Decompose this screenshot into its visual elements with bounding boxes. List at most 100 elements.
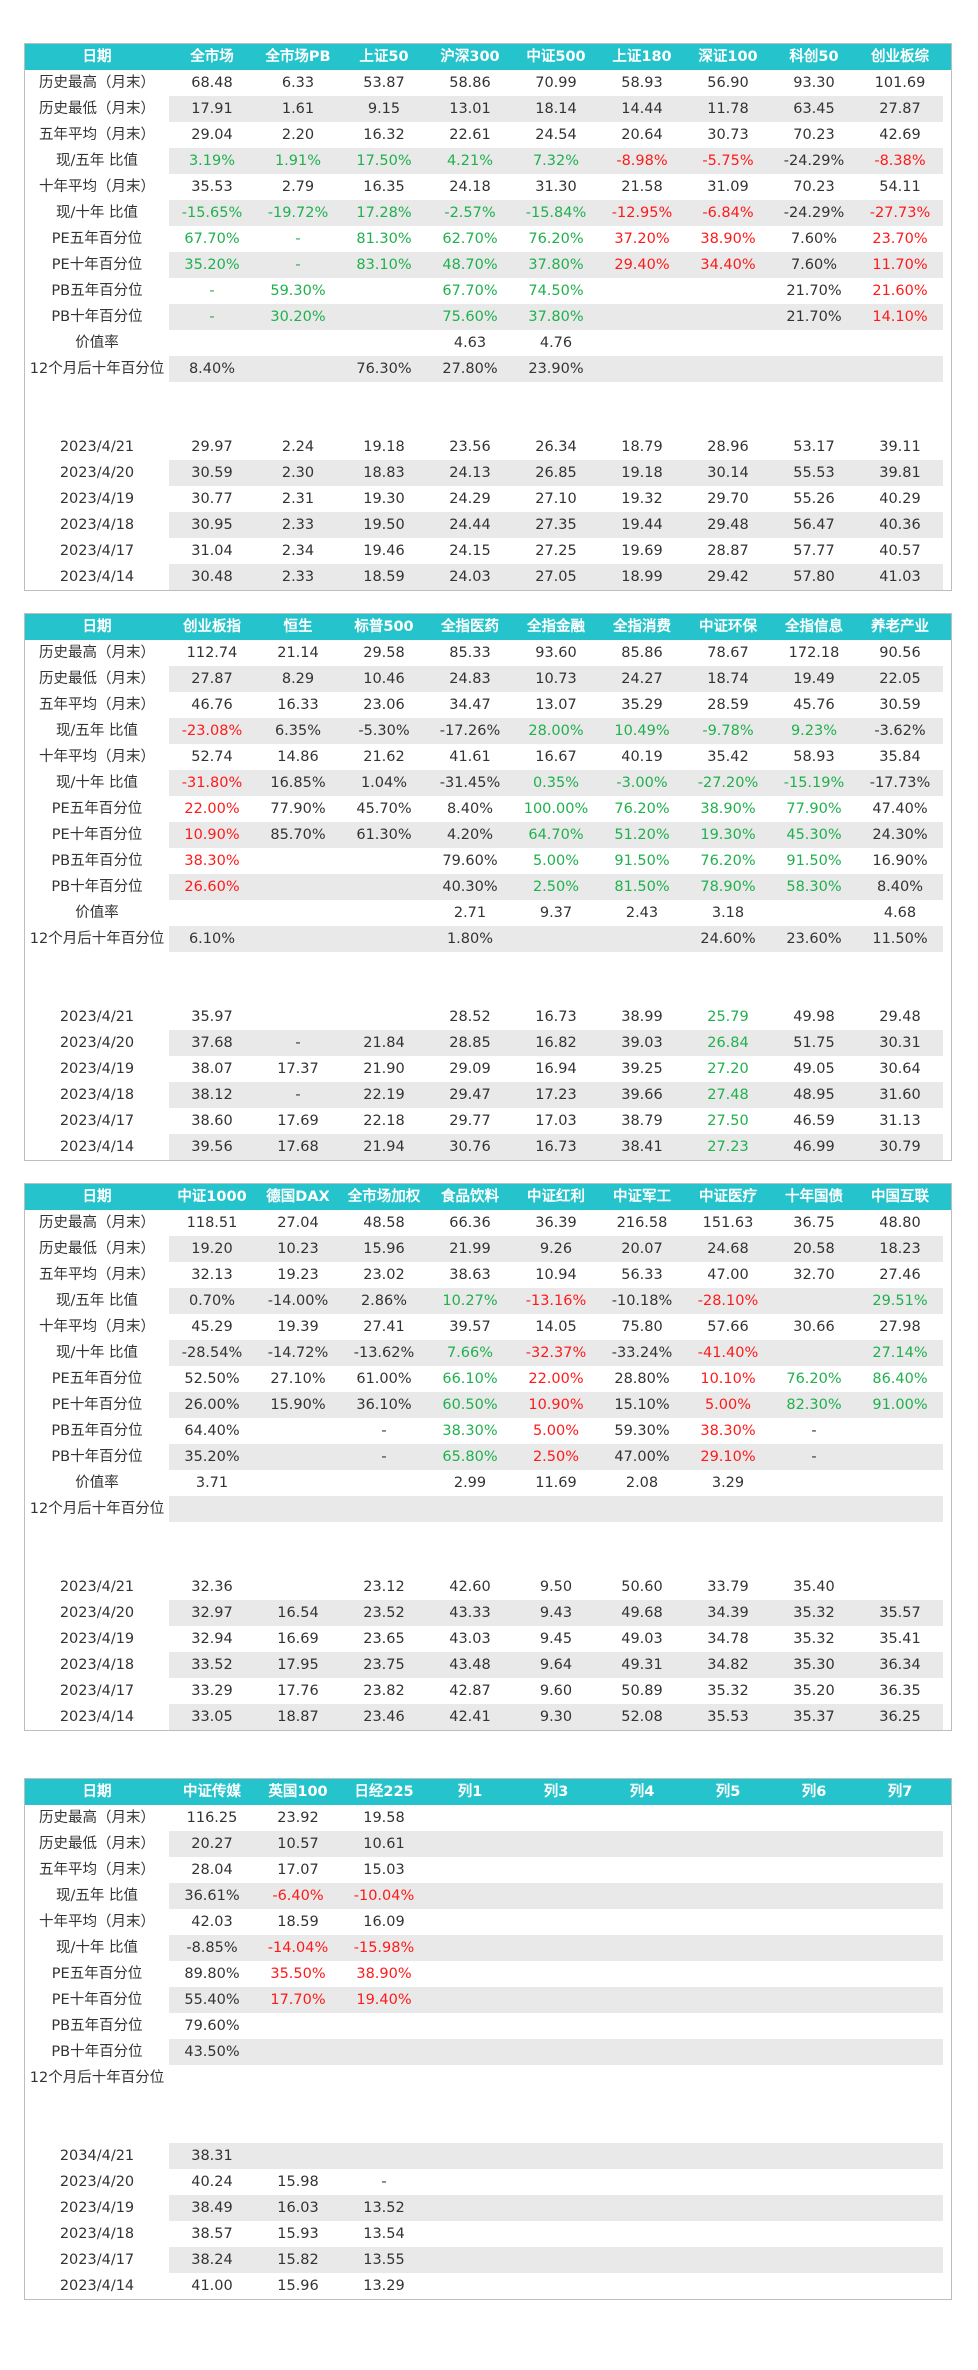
table-cell: 11.69 <box>535 1475 577 1491</box>
row-label: 2023/4/18 <box>59 2226 135 2242</box>
table-cell: 39.56 <box>169 1134 255 1160</box>
table-cell: 35.20 <box>793 1683 835 1699</box>
table-cell: 9.60 <box>539 1683 573 1699</box>
table-cell: 24.13 <box>427 460 513 486</box>
table-cell: 79.60% <box>184 2018 240 2034</box>
table-cell <box>685 1805 771 1831</box>
table-cell: 55.40% <box>169 1987 255 2013</box>
table-cell: 13.52 <box>341 2195 427 2221</box>
table-cell: 39.66 <box>599 1082 685 1108</box>
table-cell <box>513 1883 599 1909</box>
table-cell <box>771 2273 857 2299</box>
table-cell: 57.80 <box>771 564 857 590</box>
table-cell: 14.10% <box>857 304 943 330</box>
row-label: PB十年百分位 <box>51 1449 143 1465</box>
table-cell: 2.50% <box>513 1444 599 1470</box>
table-cell <box>685 2013 771 2039</box>
table-cell: 116.25 <box>186 1810 238 1826</box>
column-header: 英国100 <box>268 1784 328 1800</box>
table-row: 12个月后十年百分位 6.10% 1.80% 24.60% 23.60% 11.50% <box>25 926 951 952</box>
table-cell: -13.16% <box>513 1288 599 1314</box>
table-cell: 38.49 <box>169 2195 255 2221</box>
column-header: 日期 <box>82 49 112 65</box>
table-cell: 1.91% <box>255 148 341 174</box>
table-cell: 67.70% <box>184 231 240 247</box>
table-cell <box>427 1935 513 1961</box>
table-row: PB十年百分位 35.20% -65.80% 2.50% 47.00% 29.10% - <box>25 1444 951 1470</box>
row-label: 五年平均（月末） <box>39 1862 155 1878</box>
table-header-row: 日期 中证1000 德国DAX 全市场加权 食品饮料 中证红利 中证军工 中证医疗 十年国债 中国… <box>25 1184 951 1210</box>
row-label: 2023/4/19 <box>59 1631 135 1647</box>
column-header: 列4 <box>629 1784 655 1800</box>
table-cell: 35.97 <box>191 1009 233 1025</box>
table-cell: 29.48 <box>879 1009 921 1025</box>
table-cell: 9.43 <box>513 1600 599 1626</box>
table-cell <box>857 2039 943 2065</box>
table-cell <box>341 848 427 874</box>
row-label: 2023/4/21 <box>59 1579 135 1595</box>
table-cell: 48.80 <box>879 1215 921 1231</box>
table-cell <box>341 1470 427 1496</box>
table-cell: 6.10% <box>169 926 255 952</box>
table-cell <box>255 1470 341 1496</box>
table-cell: 18.79 <box>621 439 663 455</box>
table-cell <box>771 1288 857 1314</box>
row-label: PE十年百分位 <box>51 1397 143 1413</box>
table-row: PB五年百分位 79.60% <box>25 2013 951 2039</box>
table-cell: 11.50% <box>857 926 943 952</box>
table-cell <box>255 1444 341 1470</box>
table-cell: 13.55 <box>341 2247 427 2273</box>
table-cell <box>685 2221 771 2247</box>
table-cell: 40.30% <box>427 874 513 900</box>
table-cell: 11.70% <box>857 252 943 278</box>
table-cell: 58.30% <box>771 874 857 900</box>
table-cell: -17.26% <box>427 718 513 744</box>
table-cell: 10.10% <box>700 1371 756 1387</box>
table-cell: -2.57% <box>427 200 513 226</box>
table-row: PE十年百分位 55.40% 17.70% 19.40% <box>25 1987 951 2013</box>
table-cell: - <box>209 283 215 299</box>
table-cell <box>685 2065 771 2091</box>
table-cell: 9.45 <box>539 1631 573 1647</box>
row-label: 十年平均（月末） <box>39 749 155 765</box>
column-header: 中证军工 <box>613 1189 671 1205</box>
table-cell: 23.46 <box>341 1704 427 1730</box>
table-cell: 49.68 <box>599 1600 685 1626</box>
column-header: 日经225 <box>354 1784 414 1800</box>
table-cell <box>513 2247 599 2273</box>
table-cell: 20.27 <box>169 1831 255 1857</box>
table-cell <box>599 2247 685 2273</box>
table-cell: 10.57 <box>255 1831 341 1857</box>
table-cell: 30.73 <box>707 127 749 143</box>
row-label: PB五年百分位 <box>51 2018 143 2034</box>
table-row: 2023/4/18 38.12-22.19 29.47 17.23 39.66 27.48… <box>25 1082 951 1108</box>
row-label: 2023/4/20 <box>59 1035 135 1051</box>
table-cell: 38.57 <box>191 2226 233 2242</box>
blank-row <box>25 978 951 1004</box>
table-cell <box>513 926 599 952</box>
table-cell <box>685 2169 771 2195</box>
table-cell: 42.41 <box>427 1704 513 1730</box>
table-cell: 31.13 <box>879 1113 921 1129</box>
table-cell <box>427 2221 513 2247</box>
column-header: 列7 <box>887 1784 913 1800</box>
table-cell <box>341 1004 427 1030</box>
valuation-table-1: 日期 全市场 全市场PB 上证50 沪深300 中证500 上证180 深证100 科创50 创业… <box>24 43 952 591</box>
table-cell: 38.41 <box>599 1134 685 1160</box>
table-cell: 30.79 <box>857 1134 943 1160</box>
table-cell: 29.70 <box>707 491 749 507</box>
row-label: 历史最低（月末） <box>39 101 155 117</box>
table-cell: 1.80% <box>427 926 513 952</box>
table-cell: 23.02 <box>363 1267 405 1283</box>
table-cell: 85.86 <box>621 645 663 661</box>
table-cell: 17.03 <box>535 1113 577 1129</box>
table-cell: 75.80 <box>621 1319 663 1335</box>
column-header: 中国互联 <box>871 1189 929 1205</box>
table-cell <box>857 1987 943 2013</box>
table-cell: -19.72% <box>255 200 341 226</box>
table-row: 2023/4/21 32.36 23.12 42.60 9.50 50.60 33.79 35… <box>25 1574 951 1600</box>
table-cell: 35.32 <box>793 1631 835 1647</box>
table-row: 12个月后十年百分位 8.40% 76.30% 27.80% 23.90% <box>25 356 951 382</box>
table-cell: 81.50% <box>599 874 685 900</box>
table-cell: 31.04 <box>191 543 233 559</box>
